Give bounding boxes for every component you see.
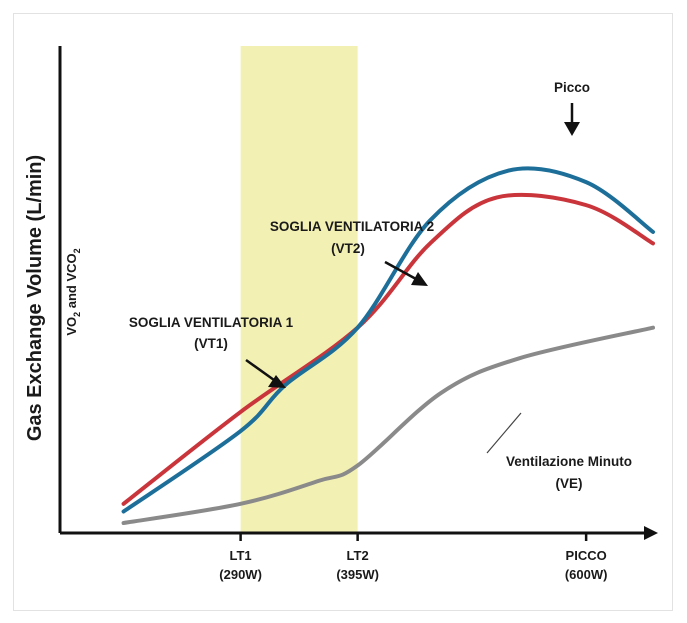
x-tick-label: (290W) (219, 567, 262, 582)
vo2-curve (121, 166, 655, 514)
x-tick-label: LT2 (347, 548, 369, 563)
y-axis-label: Gas Exchange Volume (L/min) (24, 155, 46, 441)
threshold-band (240, 46, 358, 533)
vt1-label-line2: (VT1) (194, 336, 228, 351)
x-tick-label: (395W) (336, 567, 379, 582)
vt2-label-line2: (VT2) (331, 241, 365, 256)
vt2-label-line1: SOGLIA VENTILATORIA 2 (270, 219, 434, 234)
ve-pointer-line (486, 412, 522, 454)
peak-label: Picco (554, 80, 590, 95)
peak-arrow-head (564, 122, 580, 136)
ve-label-line2: (VE) (556, 476, 583, 491)
x-tick-label: (600W) (565, 567, 608, 582)
x-axis-arrowhead (644, 526, 658, 540)
series-group (121, 166, 655, 525)
vt2-arrow-head (411, 272, 428, 286)
x-tick-label: PICCO (566, 548, 607, 563)
ve-curve (121, 325, 655, 525)
x-tick-label: LT1 (230, 548, 252, 563)
x-ticks: LT1 (290W) LT2 (395W) PICCO (600W) (219, 533, 607, 582)
vt1-arrow-head (268, 375, 286, 388)
vco2-curve (121, 192, 655, 506)
vt1-arrow-line (245, 358, 275, 382)
vt2-arrow-line (384, 260, 417, 281)
vt1-label-line1: SOGLIA VENTILATORIA 1 (129, 315, 294, 330)
ve-label-line1: Ventilazione Minuto (506, 454, 632, 469)
y-axis-secondary-label: VO2 and VCO2 (64, 248, 82, 335)
